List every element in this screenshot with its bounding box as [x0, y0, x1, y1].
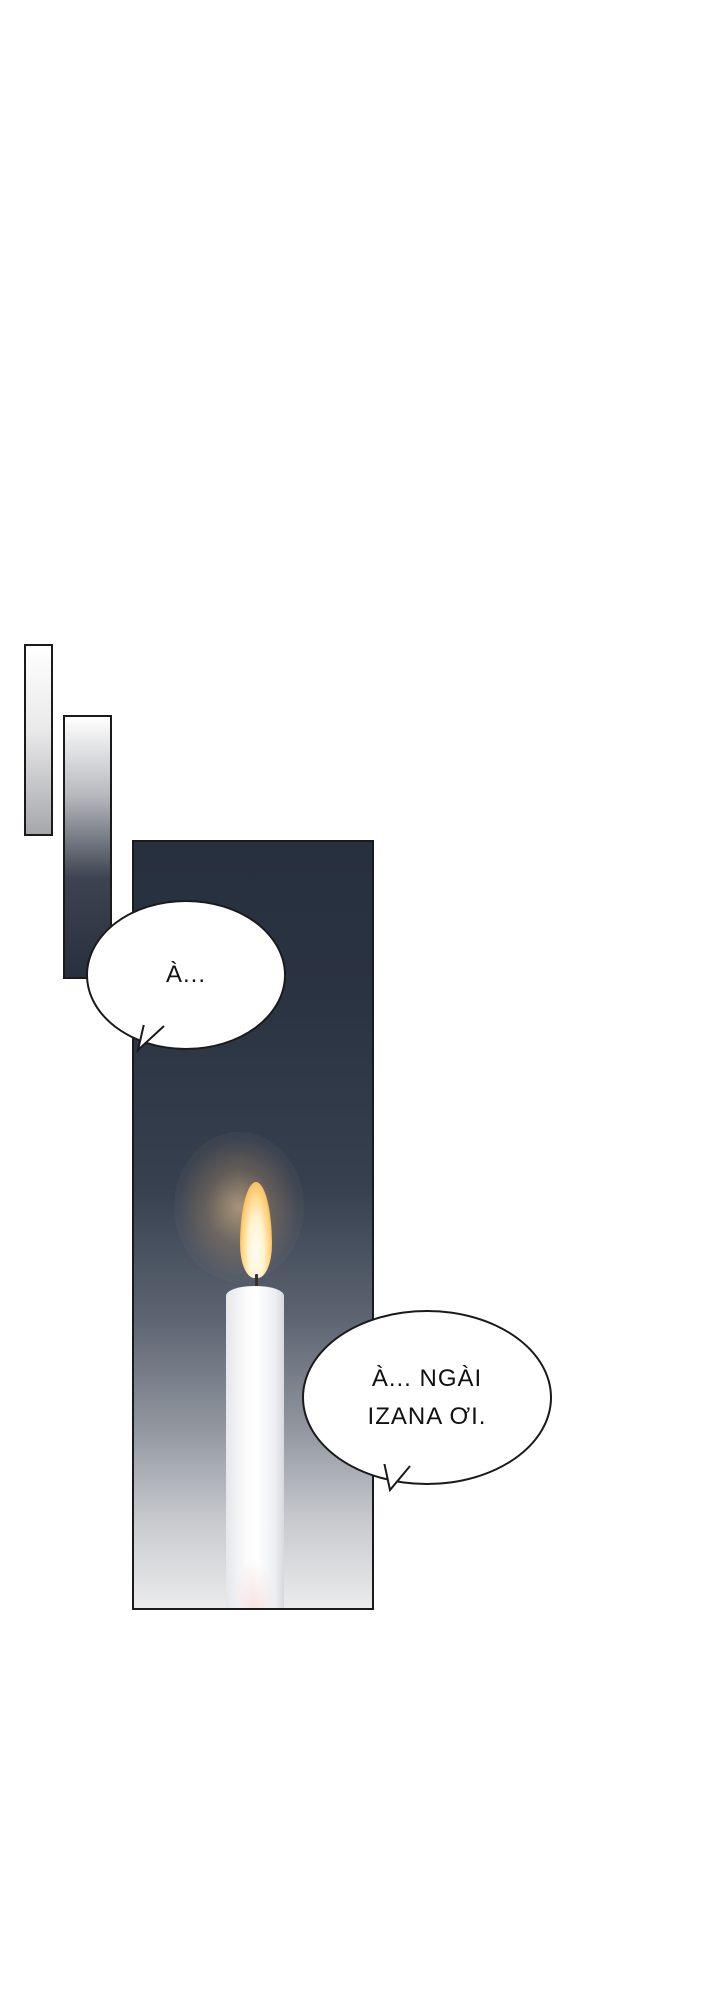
speech-bubble-1-tail — [136, 1020, 165, 1053]
candle-body — [226, 1286, 284, 1608]
small-gradient-panel-1 — [24, 644, 53, 836]
speech-bubble-1-text: À... — [165, 961, 206, 989]
candle-wick — [255, 1274, 258, 1288]
speech-bubble-2-text: À... NGÀI IZANA ƠI. — [367, 1365, 487, 1430]
speech-bubble-2: À... NGÀI IZANA ƠI. — [302, 1310, 552, 1485]
speech-bubble-1: À... — [86, 900, 286, 1050]
candle-glow — [174, 1132, 304, 1282]
speech-bubble-2-tail — [382, 1458, 412, 1493]
small-gradient-panel-2 — [63, 715, 112, 979]
candle-flame — [240, 1182, 272, 1278]
candle-reflection — [234, 1562, 274, 1608]
